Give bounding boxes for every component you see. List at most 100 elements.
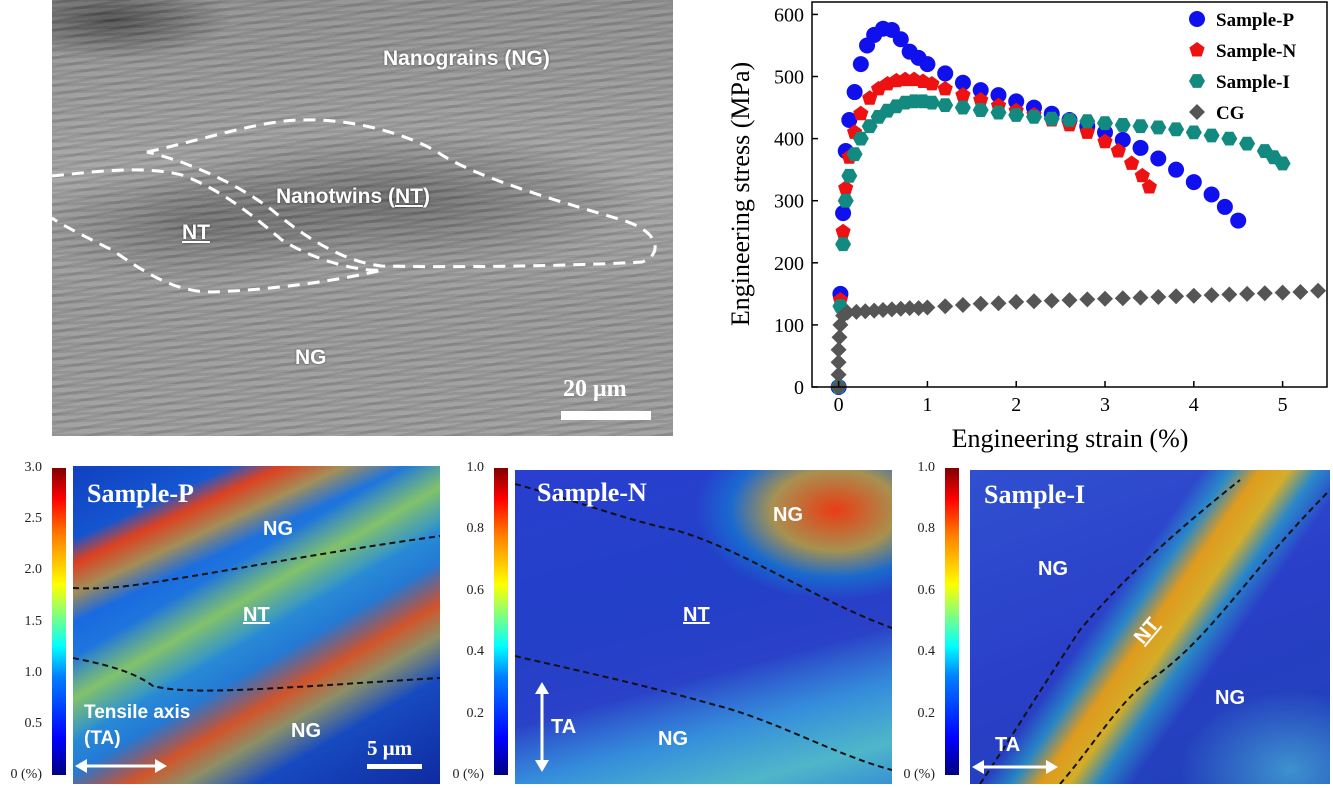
data-point: [1026, 110, 1042, 124]
ng-label-top: Nanograins (NG): [383, 47, 550, 70]
y-tick-label: 400: [774, 129, 804, 151]
colorbar-tick-label: 1.0: [24, 664, 43, 680]
colorbar-n: [494, 468, 508, 775]
data-point: [937, 80, 953, 96]
data-point: [1097, 290, 1113, 307]
nt-outline-small: [52, 168, 383, 294]
data-point: [1043, 111, 1060, 126]
colorbar-tick-label: 0.6: [917, 582, 936, 598]
series-sample-i: [830, 94, 1291, 394]
colorbar-tick-label: 0 (%): [10, 767, 43, 782]
boundary-left: [979, 479, 1241, 784]
data-point: [1079, 291, 1096, 308]
data-point: [1216, 198, 1233, 215]
data-point: [972, 82, 989, 99]
data-point: [954, 100, 971, 115]
data-point: [1310, 282, 1327, 299]
data-point: [830, 341, 847, 358]
boundary-lower: [515, 655, 892, 771]
data-point: [839, 304, 856, 321]
tensile-axis-arrow-n: [535, 682, 549, 772]
data-point: [1203, 128, 1220, 143]
data-point: [1026, 293, 1042, 310]
nt-outline-large: [146, 118, 657, 269]
data-point: [901, 300, 918, 317]
data-point: [857, 303, 874, 320]
data-point: [852, 131, 869, 146]
colorbar-tick-label: 0 (%): [903, 767, 936, 782]
series-cg: [830, 282, 1327, 395]
data-point: [853, 105, 869, 121]
ng-label-left-i: NG: [1038, 558, 1068, 580]
data-point: [848, 303, 865, 320]
data-point: [830, 366, 847, 383]
x-axis-ticks: 0 1 2 3 4 5: [834, 381, 1288, 416]
data-point: [835, 237, 852, 252]
nt-boundaries-p: [73, 535, 440, 692]
data-point: [973, 92, 989, 107]
data-point: [1256, 285, 1273, 302]
data-point: [954, 74, 971, 91]
data-point: [990, 295, 1007, 312]
nt-label-main: Nanotwins (NT): [276, 185, 430, 208]
data-point: [1185, 174, 1202, 191]
data-point: [846, 147, 863, 162]
data-point: [1168, 161, 1185, 178]
colorbar-tick-label: 1.0: [466, 460, 485, 475]
data-point: [910, 300, 927, 317]
plot-frame: [811, 1, 1328, 388]
y-tick-label: 200: [774, 253, 804, 275]
data-point: [990, 87, 1007, 104]
colorbar-tick-label: 2.0: [24, 562, 43, 578]
data-point: [1185, 125, 1202, 140]
legend-label: Sample-P: [1216, 10, 1295, 31]
data-point: [1110, 143, 1126, 158]
colorbar-tick-label: 0.6: [466, 582, 485, 598]
colorbar-tick-label: 0 (%): [452, 767, 485, 782]
colorbar-tick-label: 3.0: [24, 460, 43, 475]
legend-label: Sample-N: [1216, 41, 1297, 62]
boundary-upper: [515, 483, 892, 629]
legend-marker: [1189, 104, 1205, 120]
data-point: [1114, 290, 1131, 307]
data-point: [1203, 287, 1220, 304]
data-point: [1008, 293, 1025, 310]
boundary-lower: [73, 657, 440, 692]
data-point: [1114, 118, 1131, 132]
data-point: [1134, 167, 1150, 183]
nt-boundaries-n: [515, 483, 892, 771]
data-point: [1292, 284, 1309, 300]
data-point: [841, 111, 858, 128]
data-point: [1274, 284, 1291, 301]
data-point: [830, 354, 847, 371]
data-point: [954, 297, 971, 313]
data-point: [919, 56, 936, 73]
data-point: [831, 329, 848, 346]
ng-label-top-n: NG: [773, 504, 803, 526]
data-point: [1221, 131, 1238, 146]
data-point: [835, 205, 852, 222]
boundary-right: [1059, 489, 1330, 784]
colorbar-tick-label: 2.5: [24, 511, 43, 527]
data-point: [852, 56, 869, 73]
map-title-n: Sample-N: [537, 478, 647, 507]
data-point: [1043, 292, 1060, 309]
data-point: [875, 302, 891, 318]
scale-bar: [561, 411, 651, 420]
data-point: [1203, 186, 1220, 203]
x-tick-label: 3: [1100, 394, 1110, 416]
data-point: [937, 65, 954, 82]
data-point: [1132, 139, 1149, 156]
tensile-axis-abbr: (TA): [84, 728, 121, 749]
data-point: [832, 316, 849, 333]
chart-marks: [830, 20, 1327, 395]
nt-label-p: NT: [243, 604, 270, 626]
x-tick-label: 1: [922, 394, 932, 416]
ng-label-top-p: NG: [263, 518, 293, 540]
data-point: [846, 84, 863, 101]
data-point: [972, 103, 989, 117]
colorbar-tick-label: 0.4: [917, 644, 936, 660]
data-point: [866, 302, 883, 319]
legend-marker: [1189, 11, 1205, 27]
data-point: [1239, 285, 1256, 302]
